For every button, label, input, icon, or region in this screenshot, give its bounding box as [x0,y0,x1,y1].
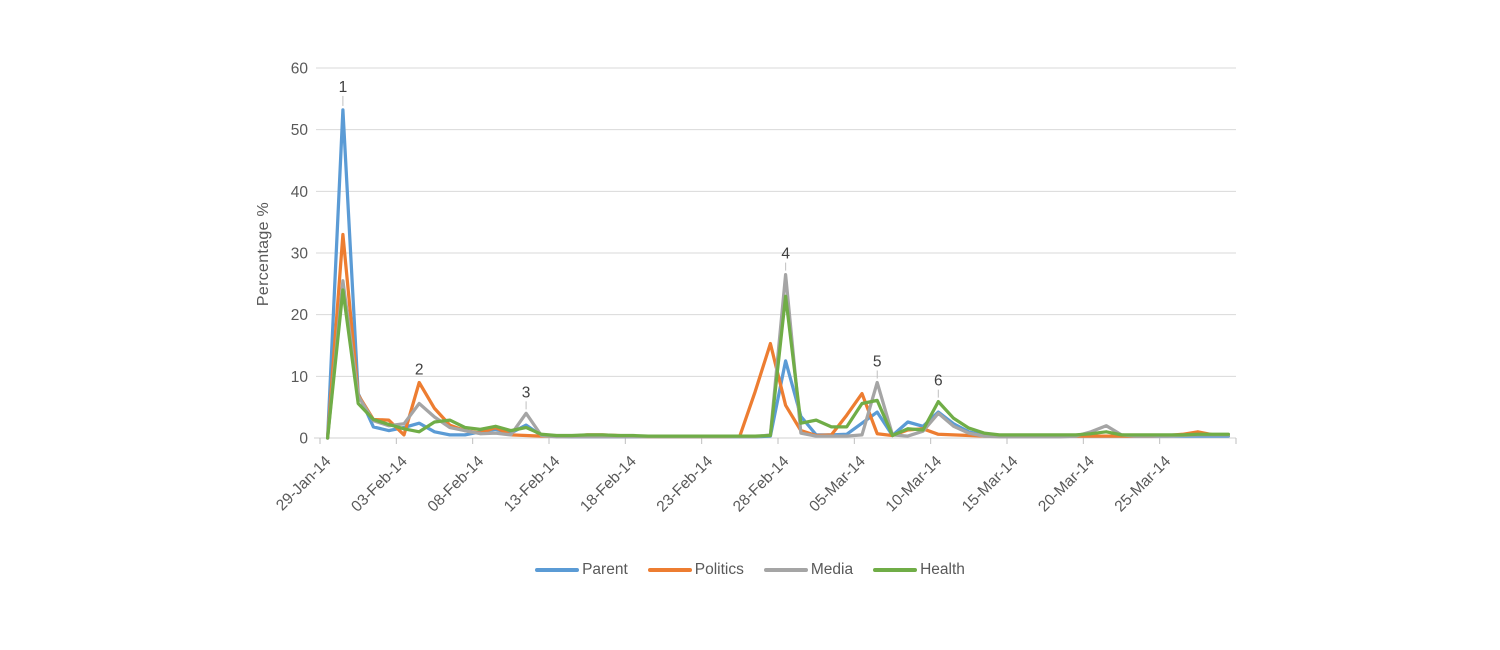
annotation-label-6: 6 [934,373,943,390]
legend-swatch-parent [535,568,580,572]
legend-swatch-media [763,568,808,572]
x-tick-label: 08-Feb-14 [425,453,488,516]
y-tick-label: 30 [291,246,309,263]
x-tick-label: 25-Mar-14 [1112,453,1175,516]
annotation-label-1: 1 [339,79,348,96]
y-tick-label: 20 [291,307,309,324]
x-tick-label: 10-Mar-14 [883,453,946,516]
legend-swatch-politics [647,568,692,572]
x-tick-label: 03-Feb-14 [348,453,411,516]
legend-item-parent: Parent [535,561,628,579]
x-tick-label: 18-Feb-14 [577,453,640,516]
x-tick-label: 23-Feb-14 [654,453,717,516]
legend-label: Parent [582,561,628,578]
y-tick-label: 10 [291,369,309,386]
x-tick-label: 05-Mar-14 [806,453,869,516]
annotation-label-5: 5 [873,354,882,371]
x-tick-label: 29-Jan-14 [273,453,335,515]
x-tick-label: 13-Feb-14 [501,453,564,516]
legend-item-politics: Politics [647,561,744,579]
y-tick-label: 0 [299,431,308,448]
legend-swatch-health [873,568,918,572]
y-tick-label: 50 [291,122,309,139]
legend: Parent Politics Media Health [0,561,1500,579]
annotation-label-3: 3 [522,384,531,401]
legend-item-health: Health [873,561,965,579]
x-tick-label: 20-Mar-14 [1035,453,1098,516]
y-tick-label: 60 [291,61,309,78]
y-tick-label: 40 [291,184,309,201]
legend-label: Health [920,561,965,578]
legend-label: Media [810,561,854,578]
series-line-politics [325,232,1231,440]
annotation-label-4: 4 [781,246,790,263]
legend-item-media: Media [763,561,854,579]
x-tick-label: 28-Feb-14 [730,453,793,516]
x-tick-label: 15-Mar-14 [959,453,1022,516]
annotation-label-2: 2 [415,362,424,379]
y-axis-title: Percentage % [255,201,272,307]
legend-label: Politics [694,561,744,578]
series-line-health [325,288,1231,440]
series-line-parent [325,108,1231,440]
